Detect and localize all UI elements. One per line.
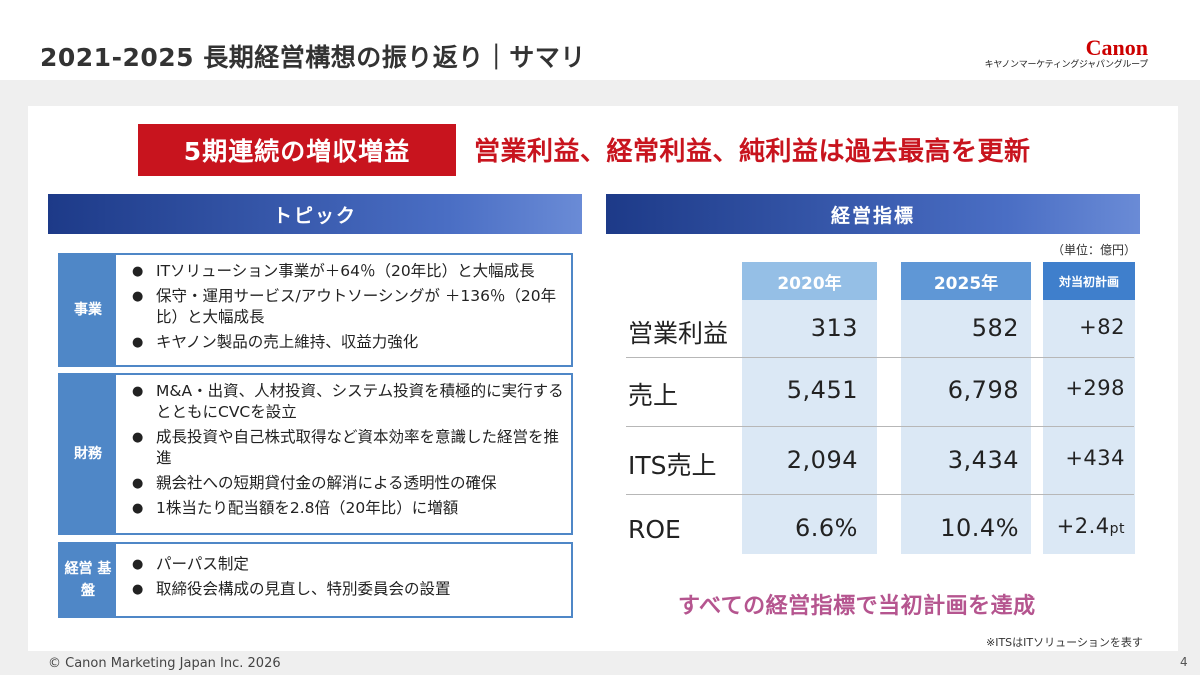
plan-value: +82 — [1079, 315, 1125, 339]
bullet-icon: ● — [132, 384, 144, 399]
kpi-column-plan: 対当初計画 — [1043, 262, 1135, 554]
canon-logo: Canon キヤノンマーケティングジャパングループ — [984, 35, 1149, 72]
header-bar: 2021-2025 長期経営構想の振り返り｜サマリ Canon キヤノンマーケテ… — [0, 0, 1200, 80]
kpi-row-label: ITS売上 — [628, 451, 717, 480]
kpi-value-2020: 6.6% — [795, 514, 858, 542]
kpi-value-2025: 10.4% — [940, 514, 1019, 542]
logo-subtitle: キヤノンマーケティングジャパングループ — [984, 60, 1149, 70]
list-item: ● 保守・運用サービス/アウトソーシングが ＋136％（20年比）と大幅成長 — [126, 286, 565, 328]
list-item-text: パーパス制定 — [156, 555, 249, 573]
footnote: ※ITSはITソリューションを表す — [986, 636, 1143, 649]
list-item: ● ITソリューション事業が＋64％（20年比）と大幅成長 — [126, 261, 565, 282]
kpi-value-2020: 5,451 — [786, 376, 858, 404]
section-label: 事業 — [60, 255, 116, 365]
list-item: ● 成長投資や自己株式取得など資本効率を意識した経営を推進 — [126, 427, 565, 469]
topics-header: トピック — [48, 194, 582, 234]
kpi-value-plan: +82 — [1043, 315, 1125, 339]
section-label: 経営 基盤 — [60, 544, 116, 616]
kpi-value-2025: 582 — [971, 314, 1019, 342]
bullet-icon: ● — [132, 264, 144, 279]
list-item: ● 親会社への短期貸付金の解消による透明性の確保 — [126, 473, 565, 494]
bullet-icon: ● — [132, 582, 144, 597]
section-label: 財務 — [60, 375, 116, 533]
unit-label: （単位：億円） — [1052, 243, 1137, 257]
logo-mark: Canon — [1085, 35, 1148, 60]
list-item-text: キヤノン製品の売上維持、収益力強化 — [156, 333, 419, 351]
bullet-icon: ● — [132, 430, 144, 445]
kpi-value-plan: +2.4pt — [1043, 514, 1125, 538]
bullet-icon: ● — [132, 501, 144, 516]
kpi-row-label: 営業利益 — [628, 319, 729, 348]
plan-value: +434 — [1065, 446, 1125, 470]
kpi-value-2025: 3,434 — [947, 446, 1019, 474]
list-item-text: 成長投資や自己株式取得など資本効率を意識した経営を推進 — [156, 428, 560, 467]
kpi-value-plan: +298 — [1043, 376, 1125, 400]
column-header: 対当初計画 — [1043, 262, 1135, 300]
row-divider — [626, 426, 1134, 427]
topic-list: ● M&A・出資、人材投資、システム投資を積極的に実行するとともにCVCを設立 ●… — [126, 381, 565, 523]
bullet-icon: ● — [132, 335, 144, 350]
kpi-row-label: 売上 — [628, 381, 679, 410]
summary-badge: 5期連続の増収増益 — [138, 124, 456, 176]
kpi-value-plan: +434 — [1043, 446, 1125, 470]
list-item-text: ITソリューション事業が＋64％（20年比）と大幅成長 — [156, 262, 535, 280]
topic-list: ● パーパス制定 ● 取締役会構成の見直し、特別委員会の設置 — [126, 554, 565, 604]
page-title: 2021-2025 長期経営構想の振り返り｜サマリ — [40, 43, 586, 72]
row-divider — [626, 357, 1134, 358]
kpi-value-2020: 2,094 — [786, 446, 858, 474]
kpi-value-2020: 313 — [810, 314, 858, 342]
topic-section-governance: 経営 基盤 ● パーパス制定 ● 取締役会構成の見直し、特別委員会の設置 — [58, 542, 573, 618]
kpi-column-2025: 2025年 — [901, 262, 1031, 554]
bullet-icon: ● — [132, 557, 144, 572]
kpi-value-2025: 6,798 — [947, 376, 1019, 404]
list-item: ● 1株当たり配当額を2.8倍（20年比）に増額 — [126, 498, 565, 519]
column-header: 2020年 — [742, 262, 877, 300]
copyright: © Canon Marketing Japan Inc. 2026 — [48, 656, 281, 671]
plan-value: +2.4 — [1056, 514, 1110, 538]
list-item-text: 親会社への短期貸付金の解消による透明性の確保 — [156, 474, 497, 492]
kpi-column-2020: 2020年 — [742, 262, 877, 554]
list-item-text: M&A・出資、人材投資、システム投資を積極的に実行するとともにCVCを設立 — [156, 382, 564, 421]
list-item: ● 取締役会構成の見直し、特別委員会の設置 — [126, 579, 565, 600]
column-header: 2025年 — [901, 262, 1031, 300]
list-item: ● パーパス制定 — [126, 554, 565, 575]
plan-value: +298 — [1065, 376, 1125, 400]
list-item: ● キヤノン製品の売上維持、収益力強化 — [126, 332, 565, 353]
page-number: 4 — [1180, 655, 1188, 669]
list-item-text: 保守・運用サービス/アウトソーシングが ＋136％（20年比）と大幅成長 — [156, 287, 557, 326]
list-item: ● M&A・出資、人材投資、システム投資を積極的に実行するとともにCVCを設立 — [126, 381, 565, 423]
topic-list: ● ITソリューション事業が＋64％（20年比）と大幅成長 ● 保守・運用サービス/… — [126, 261, 565, 357]
summary-headline: 営業利益、経常利益、純利益は過去最高を更新 — [474, 137, 1031, 167]
topic-section-business: 事業 ● ITソリューション事業が＋64％（20年比）と大幅成長 ● 保守・運用サー… — [58, 253, 573, 367]
list-item-text: 取締役会構成の見直し、特別委員会の設置 — [156, 580, 451, 598]
row-divider — [626, 494, 1134, 495]
bullet-icon: ● — [132, 476, 144, 491]
kpi-header: 経営指標 — [606, 194, 1140, 234]
kpi-row-label: ROE — [628, 515, 681, 544]
achievement-message: すべての経営指標で当初計画を達成 — [678, 594, 1036, 619]
bullet-icon: ● — [132, 289, 144, 304]
list-item-text: 1株当たり配当額を2.8倍（20年比）に増額 — [156, 499, 459, 517]
topic-section-finance: 財務 ● M&A・出資、人材投資、システム投資を積極的に実行するとともにCVCを設… — [58, 373, 573, 535]
plan-unit: pt — [1109, 521, 1125, 537]
